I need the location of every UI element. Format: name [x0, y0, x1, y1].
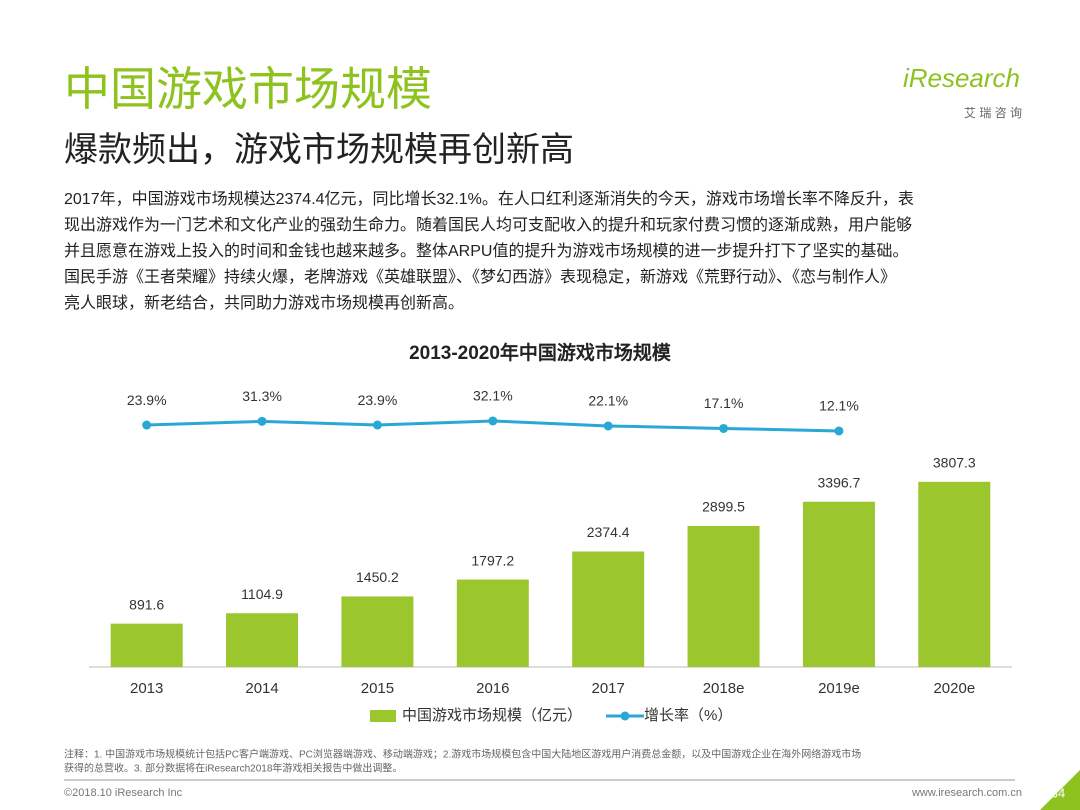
- data-label: 1797.2: [471, 552, 514, 568]
- copyright: ©2018.10 iResearch Inc: [64, 787, 183, 799]
- data-label: 12.1%: [819, 398, 859, 414]
- point: [257, 416, 267, 426]
- data-label: 3396.7: [818, 474, 861, 490]
- x-tick-label: 2017: [592, 680, 625, 697]
- body-text: 亮人眼球，新老结合，共同助力游戏市场规模再创新高。: [64, 294, 464, 312]
- data-label: 891.6: [129, 596, 164, 612]
- bar: [341, 596, 414, 667]
- body-text: 现出游戏作为一门艺术和文化产业的强劲生命力。随着国民人均可支配收入的提升和玩家付…: [64, 216, 912, 234]
- legend-label: 中国游戏市场规模（亿元）: [402, 707, 582, 724]
- point: [142, 420, 152, 430]
- x-tick-label: 2020e: [933, 680, 975, 697]
- data-label: 22.1%: [588, 393, 628, 409]
- x-tick-label: 2019e: [818, 680, 860, 697]
- point: [372, 420, 382, 430]
- point: [488, 416, 498, 426]
- x-tick-label: 2013: [130, 680, 163, 697]
- data-label: 2899.5: [702, 499, 745, 515]
- point: [603, 421, 613, 431]
- legend-swatch: [370, 710, 396, 722]
- body-text: 并且愿意在游戏上投入的时间和金钱也越来越多。整体ARPU值的提升为游戏市场规模的…: [64, 241, 908, 260]
- data-label: 23.9%: [358, 392, 398, 408]
- point: [834, 426, 844, 436]
- data-label: 17.1%: [704, 395, 744, 411]
- bar: [802, 501, 875, 667]
- slide-title: 中国游戏市场规模: [64, 63, 432, 115]
- note: 获得的总营收。3. 部分数据将在iResearch2018年游戏相关报告中做出调…: [64, 762, 402, 775]
- data-label: 23.9%: [127, 392, 167, 408]
- x-tick-label: 2016: [476, 680, 509, 697]
- chart-title: 2013-2020年中国游戏市场规模: [409, 341, 672, 364]
- slide-subtitle: 爆款频出，游戏市场规模再创新高: [64, 131, 574, 169]
- corner: [1040, 770, 1080, 810]
- body-text: 国民手游《王者荣耀》持续火爆，老牌游戏《英雄联盟》、《梦幻西游》表现稳定，新游戏…: [64, 267, 896, 286]
- legend-swatch: [620, 711, 630, 721]
- x-tick-label: 2018e: [703, 680, 745, 697]
- bar: [456, 579, 529, 667]
- x-tick-label: 2014: [245, 680, 278, 697]
- bar: [226, 613, 299, 667]
- logo-sub: 艾 瑞 咨 询: [964, 105, 1022, 120]
- x-tick-label: 2015: [361, 680, 394, 697]
- bar: [918, 481, 991, 667]
- point: [719, 423, 729, 433]
- data-label: 3807.3: [933, 455, 976, 471]
- url: www.iresearch.com.cn: [911, 787, 1022, 799]
- bar: [687, 525, 760, 667]
- logo: iResearch: [903, 63, 1020, 93]
- legend-label: 增长率（%）: [644, 707, 732, 724]
- body-text: 2017年，中国游戏市场规模达2374.4亿元，同比增长32.1%。在人口红利逐…: [64, 190, 914, 208]
- data-label: 31.3%: [242, 388, 282, 404]
- data-label: 32.1%: [473, 388, 513, 404]
- data-label: 2374.4: [587, 524, 630, 540]
- bar: [572, 551, 645, 667]
- note: 注释：1. 中国游戏市场规模统计包括PC客户端游戏、PC浏览器端游戏、移动端游戏…: [64, 748, 861, 761]
- data-label: 1104.9: [241, 586, 283, 602]
- page-number: 34: [1051, 785, 1065, 800]
- bar: [110, 623, 183, 667]
- data-label: 1450.2: [356, 569, 399, 585]
